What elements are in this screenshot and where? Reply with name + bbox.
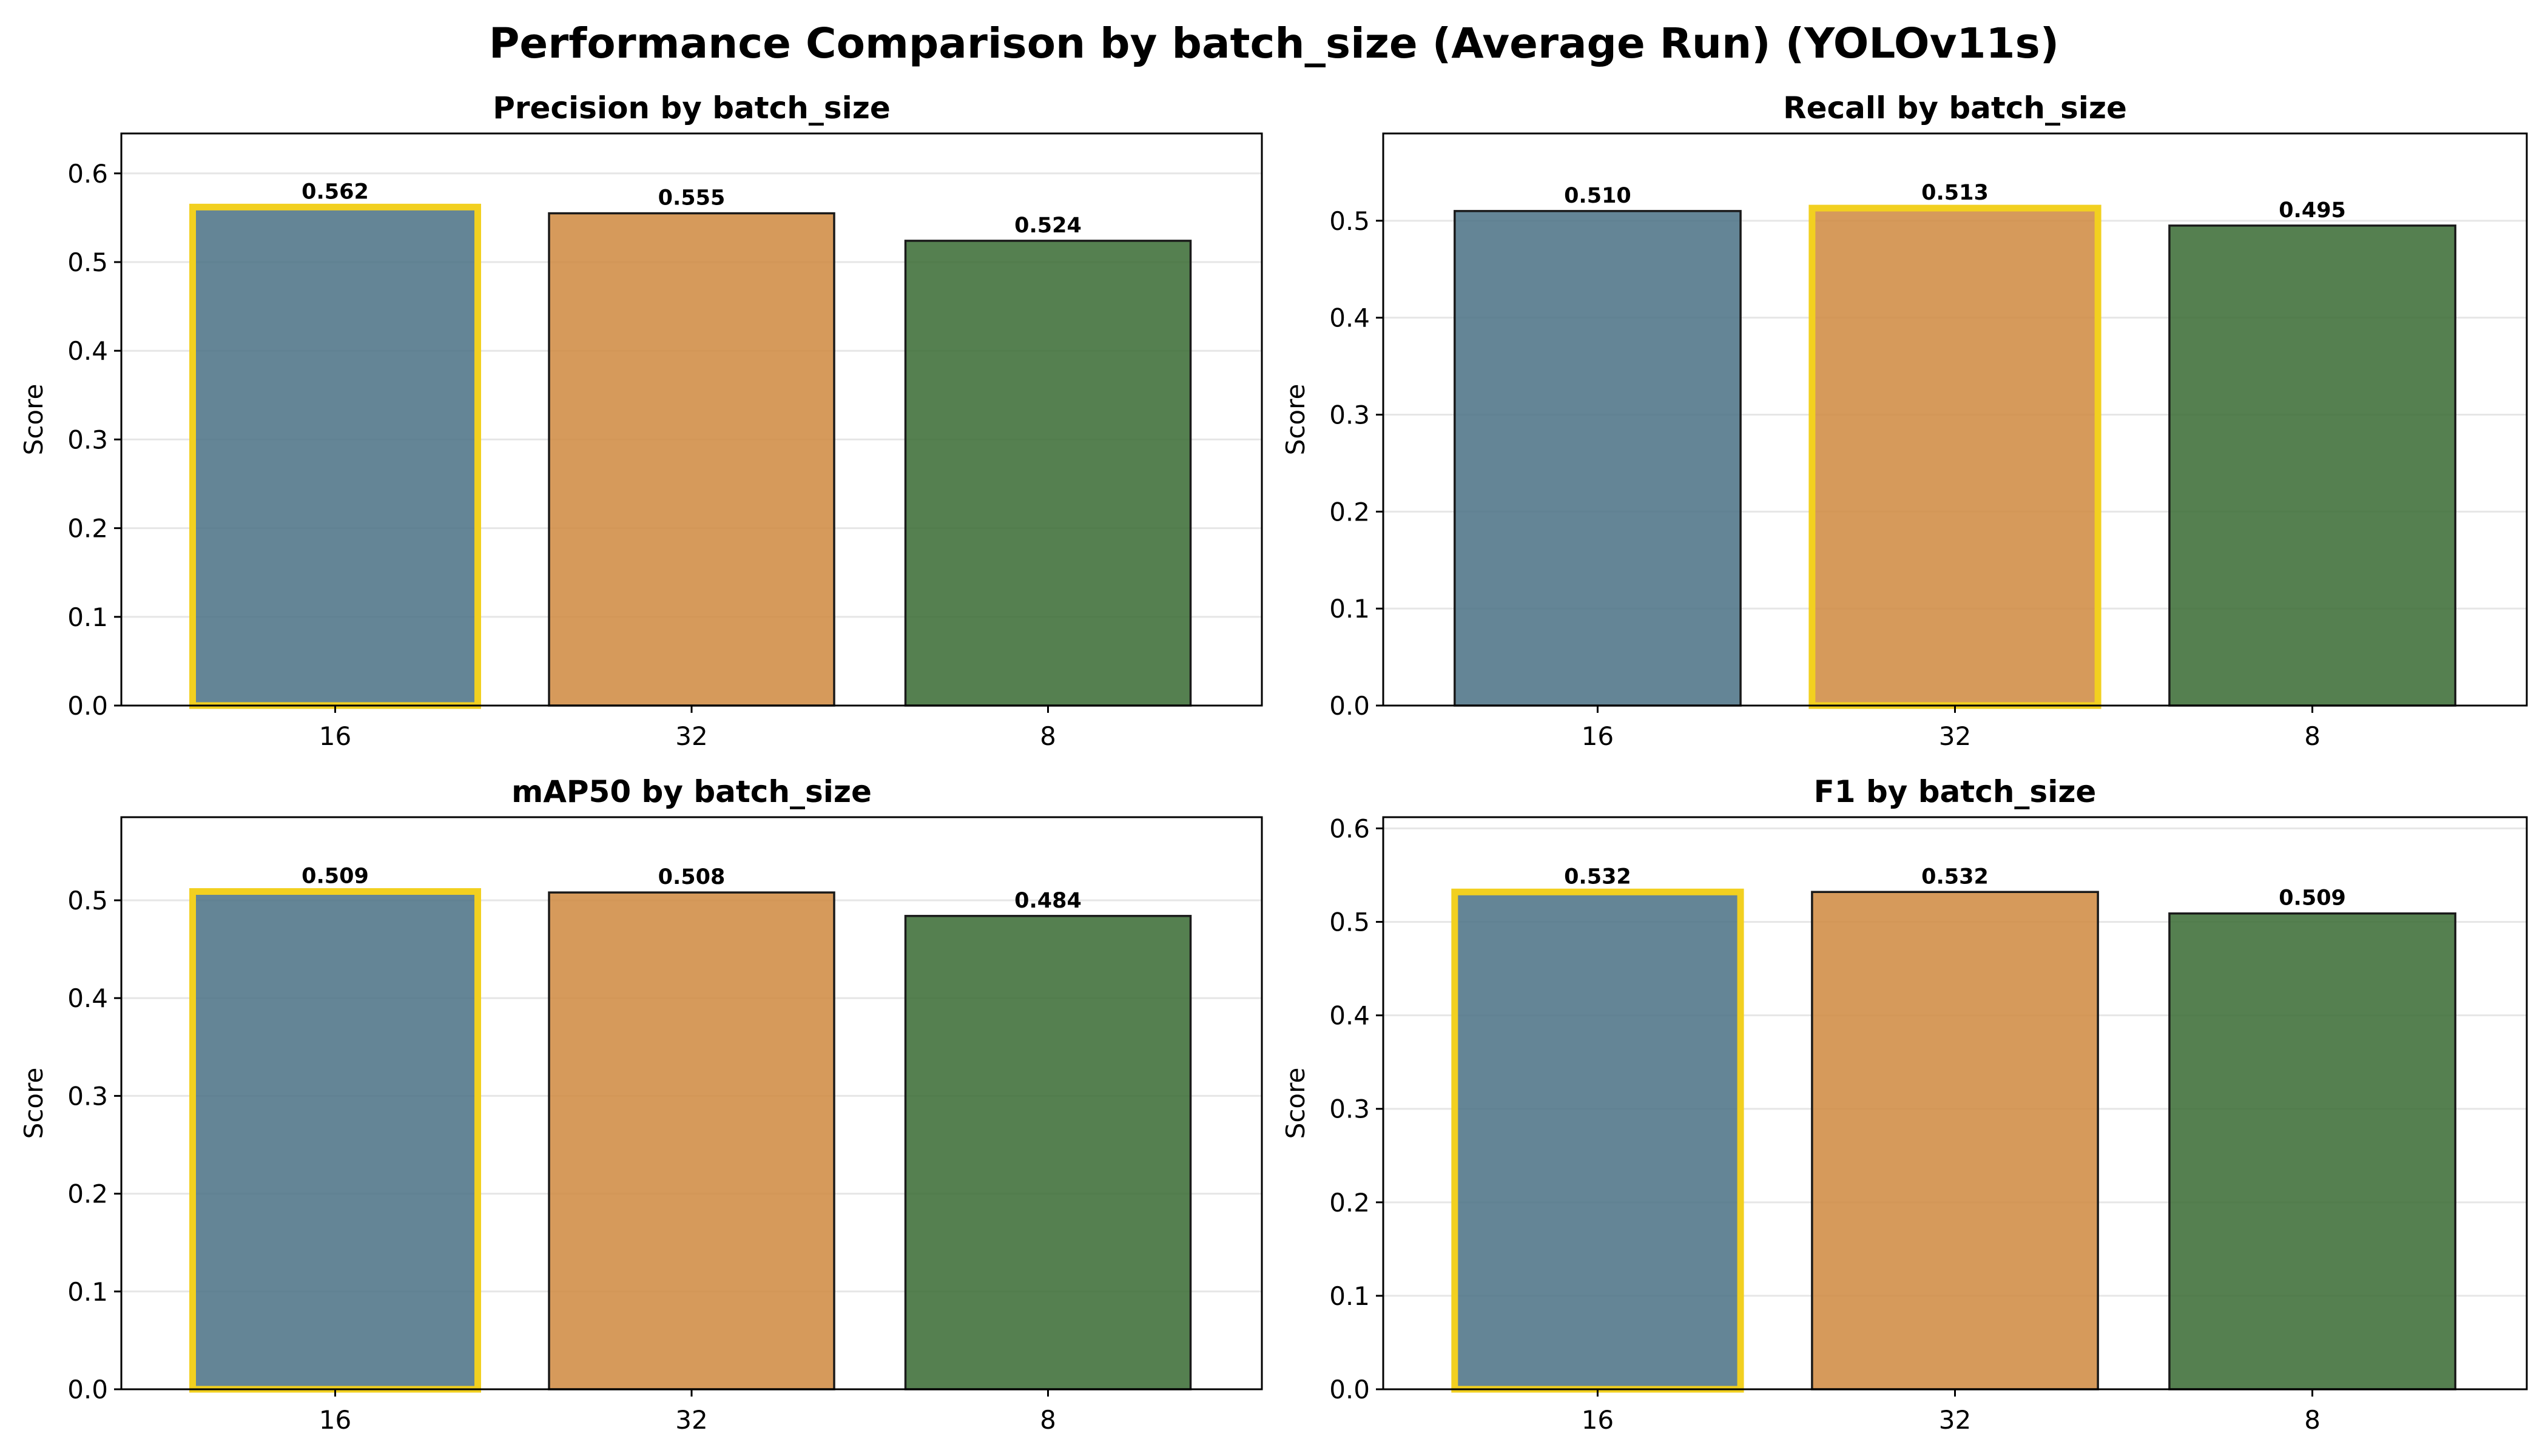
subplot-grid: Precision by batch_size 0.0 0.1 0.2 0.3 0.4 0.…: [19, 90, 2528, 1435]
y-tick-label: 0.0: [67, 691, 108, 721]
bar-16: [1451, 888, 1744, 1393]
figure-title: Performance Comparison by batch_size (Av…: [489, 19, 2059, 68]
subplot-title: F1 by batch_size: [1814, 774, 2097, 809]
bar-32: [1808, 204, 2101, 709]
x-tick-label: 8: [2304, 721, 2320, 751]
subplot-title: mAP50 by batch_size: [511, 774, 872, 809]
bar-32: [548, 212, 835, 707]
plot-frame: [120, 132, 1263, 707]
bar-16: [189, 888, 481, 1393]
y-tick-label: 0.2: [67, 1179, 108, 1209]
subplot-1: Recall by batch_size 0.0 0.1 0.2 0.3 0.4 0.5 Sc…: [1281, 90, 2528, 751]
x-tick-label: 32: [1939, 721, 1971, 751]
bar-8: [904, 240, 1192, 707]
x-tick-label: 32: [1939, 1405, 1971, 1435]
x-tick-label: 16: [1582, 1405, 1614, 1435]
y-tick-label: 0.3: [67, 425, 108, 454]
y-tick-label: 0.5: [1329, 908, 1370, 937]
y-axis-label: Score: [1281, 384, 1310, 456]
subplot-title: Precision by batch_size: [493, 90, 891, 126]
x-tick-label: 16: [319, 721, 351, 751]
x-tick-label: 8: [1040, 721, 1056, 751]
subplot-title: Recall by batch_size: [1783, 90, 2127, 126]
y-tick-label: 0.5: [1329, 206, 1370, 236]
y-tick-label: 0.2: [1329, 1188, 1370, 1218]
y-tick-label: 0.4: [1329, 1001, 1370, 1031]
y-tick-label: 0.3: [67, 1081, 108, 1111]
bar-8: [2168, 224, 2456, 707]
bar-32: [548, 891, 835, 1390]
plot-frame: [120, 816, 1263, 1390]
x-tick-label: 32: [675, 1405, 707, 1435]
y-tick-label: 0.1: [67, 1277, 108, 1307]
bar-value-label: 0.524: [1014, 214, 1082, 238]
y-tick-label: 0.0: [1329, 1375, 1370, 1404]
bar-value-label: 0.484: [1014, 889, 1082, 913]
y-tick-label: 0.6: [1329, 814, 1370, 843]
y-axis-label: Score: [1281, 1068, 1310, 1139]
bar-8: [2168, 912, 2456, 1390]
y-tick-label: 0.5: [67, 886, 108, 915]
bar-32: [1811, 891, 2099, 1390]
subplot-0: Precision by batch_size 0.0 0.1 0.2 0.3 0.4 0.…: [19, 90, 1263, 751]
subplot-3: F1 by batch_size 0.0 0.1 0.2 0.3 0.4 0.5 0.6 Sco…: [1281, 774, 2528, 1435]
bar-value-label: 0.562: [302, 180, 369, 204]
x-tick-label: 16: [319, 1405, 351, 1435]
bar-value-label: 0.513: [1921, 181, 1989, 205]
y-tick-label: 0.2: [1329, 497, 1370, 527]
plot-frame: [1382, 816, 2528, 1390]
y-tick-label: 0.1: [1329, 1281, 1370, 1311]
y-tick-label: 0.0: [67, 1375, 108, 1404]
bar-8: [904, 915, 1192, 1390]
plot-frame: [1382, 132, 2528, 707]
y-axis-label: Score: [19, 1068, 49, 1139]
y-tick-label: 0.3: [1329, 1094, 1370, 1124]
x-tick-label: 32: [675, 721, 707, 751]
y-tick-label: 0.2: [67, 514, 108, 544]
bar-value-label: 0.509: [302, 864, 369, 889]
bar-16: [1454, 210, 1742, 707]
y-tick-label: 0.4: [67, 336, 108, 366]
y-tick-label: 0.1: [67, 602, 108, 632]
bar-value-label: 0.555: [658, 186, 726, 211]
x-tick-label: 16: [1582, 721, 1614, 751]
y-tick-label: 0.4: [67, 983, 108, 1013]
y-tick-label: 0.6: [67, 159, 108, 189]
y-tick-label: 0.4: [1329, 303, 1370, 333]
x-tick-label: 8: [2304, 1405, 2320, 1435]
bar-value-label: 0.510: [1564, 184, 1631, 208]
bar-value-label: 0.508: [658, 865, 726, 889]
y-tick-label: 0.0: [1329, 691, 1370, 721]
bar-value-label: 0.532: [1921, 864, 1989, 889]
y-tick-label: 0.3: [1329, 400, 1370, 430]
bar-value-label: 0.532: [1564, 864, 1631, 889]
y-tick-label: 0.5: [67, 248, 108, 277]
bar-value-label: 0.495: [2279, 198, 2346, 223]
subplot-2: mAP50 by batch_size 0.0 0.1 0.2 0.3 0.4 0.5 Sco…: [19, 774, 1263, 1435]
y-axis-label: Score: [19, 384, 49, 456]
y-tick-label: 0.1: [1329, 594, 1370, 624]
bar-value-label: 0.509: [2279, 886, 2346, 911]
bar-16: [189, 203, 481, 709]
x-tick-label: 8: [1040, 1405, 1056, 1435]
